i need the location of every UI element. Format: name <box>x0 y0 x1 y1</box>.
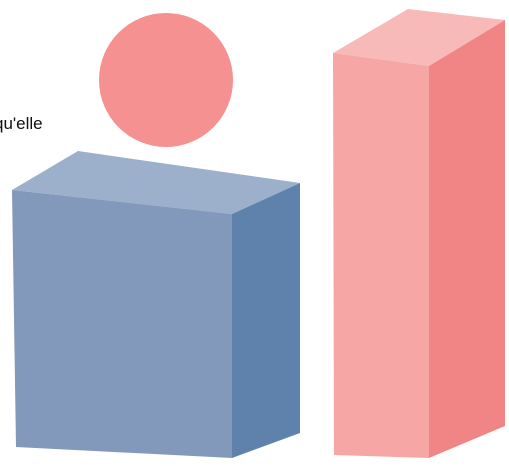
blue-cuboid <box>12 151 300 458</box>
text-fragment: qu'elle <box>0 114 43 133</box>
blue-cuboid-front <box>12 190 232 458</box>
pink-tall-cuboid <box>333 9 505 458</box>
pink-circle <box>99 13 233 147</box>
pink-cuboid-side <box>429 20 505 458</box>
pink-cuboid-front <box>333 53 429 458</box>
blue-cuboid-side <box>232 183 300 458</box>
blue-cuboid-top <box>12 151 300 214</box>
pink-cuboid-top <box>333 9 505 66</box>
